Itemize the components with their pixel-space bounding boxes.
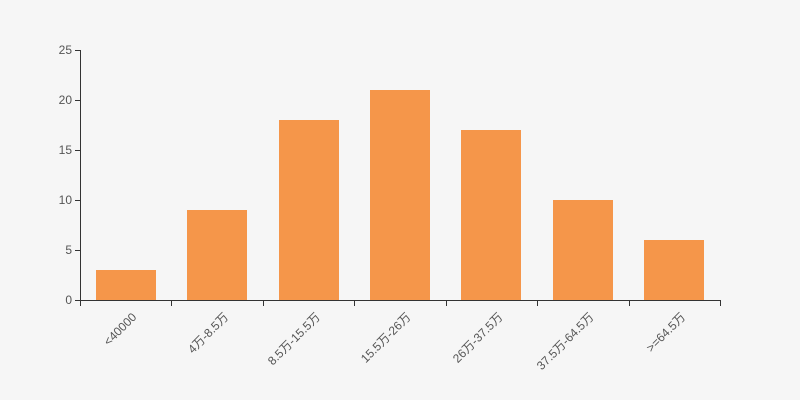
x-tick bbox=[720, 301, 721, 306]
bar-2[interactable] bbox=[278, 120, 339, 300]
x-tick bbox=[628, 301, 630, 306]
bar-6[interactable] bbox=[644, 240, 705, 300]
bar-3[interactable] bbox=[370, 90, 430, 300]
x-tick bbox=[537, 301, 539, 306]
y-tick bbox=[75, 150, 80, 151]
y-tick bbox=[75, 300, 80, 301]
x-tick bbox=[354, 301, 356, 306]
y-tick-label: 0 bbox=[65, 293, 72, 307]
bar-5[interactable] bbox=[552, 200, 613, 300]
bar-4[interactable] bbox=[461, 130, 522, 300]
y-axis-line bbox=[80, 50, 81, 301]
y-tick-label: 15 bbox=[58, 143, 72, 157]
y-tick-label: 25 bbox=[58, 43, 72, 57]
y-tick bbox=[75, 100, 80, 101]
x-tick-label: 37.5万-64.5万 bbox=[534, 310, 597, 373]
y-tick bbox=[75, 250, 80, 251]
bar-0[interactable] bbox=[95, 270, 156, 300]
x-tick bbox=[171, 301, 173, 306]
y-tick-label: 10 bbox=[58, 193, 72, 207]
bar-1[interactable] bbox=[187, 210, 248, 300]
x-tick bbox=[80, 301, 81, 306]
y-tick-label: 5 bbox=[65, 243, 72, 257]
x-tick-label: 4万-8.5万 bbox=[184, 310, 232, 357]
x-tick-label: 8.5万-15.5万 bbox=[264, 310, 323, 369]
x-tick bbox=[445, 301, 447, 306]
plot-area bbox=[80, 50, 720, 300]
x-tick-label: 26万-37.5万 bbox=[449, 310, 506, 366]
x-tick-label: >=64.5万 bbox=[643, 310, 689, 355]
x-tick-label: <40000 bbox=[101, 310, 140, 349]
x-tick-label: 15.5万-26万 bbox=[358, 310, 414, 366]
y-tick bbox=[75, 50, 80, 51]
x-tick bbox=[262, 301, 264, 306]
y-tick-label: 20 bbox=[58, 93, 72, 107]
x-axis-line bbox=[80, 300, 721, 301]
y-tick bbox=[75, 200, 80, 201]
